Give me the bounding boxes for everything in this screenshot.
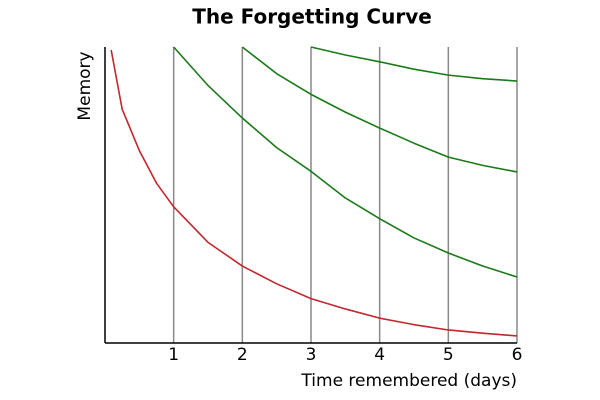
x-tick-label: 6 xyxy=(512,345,523,365)
x-tick-label: 2 xyxy=(237,345,248,365)
x-tick-label: 3 xyxy=(306,345,317,365)
curve xyxy=(241,46,518,173)
plot-area xyxy=(110,46,518,343)
x-axis-label: Time remembered (days) xyxy=(300,371,517,391)
x-tick-label: 1 xyxy=(168,345,179,365)
chart-title: The Forgetting Curve xyxy=(192,5,432,29)
curve xyxy=(173,46,518,278)
y-axis-label: Memory xyxy=(75,51,95,120)
curve xyxy=(110,49,518,337)
curve xyxy=(310,46,518,82)
x-tick-label: 4 xyxy=(374,345,385,365)
x-tick-label: 5 xyxy=(443,345,454,365)
